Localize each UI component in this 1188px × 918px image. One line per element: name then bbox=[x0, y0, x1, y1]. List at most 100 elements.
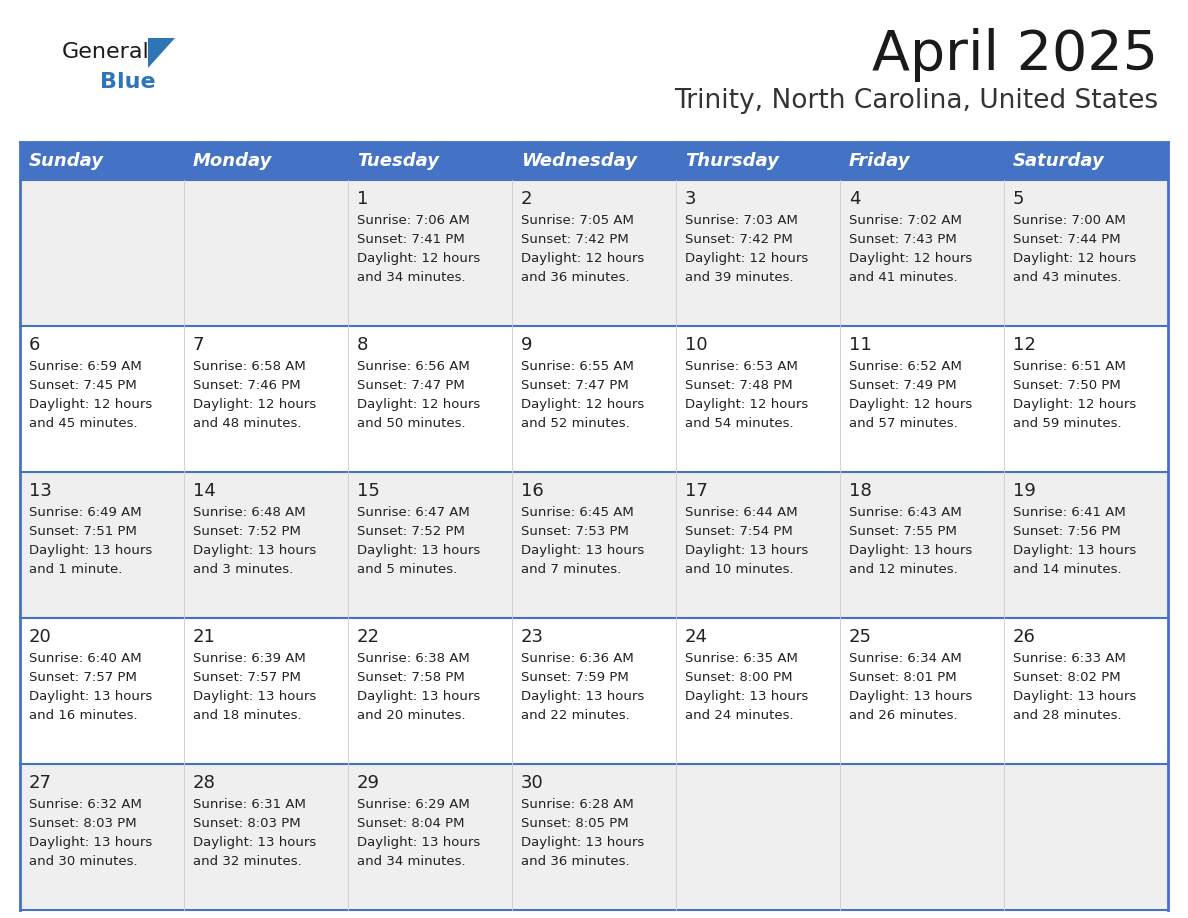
Text: Sunrise: 7:06 AM: Sunrise: 7:06 AM bbox=[358, 214, 469, 227]
Text: and 34 minutes.: and 34 minutes. bbox=[358, 271, 466, 284]
Text: Daylight: 13 hours: Daylight: 13 hours bbox=[685, 690, 808, 703]
Bar bbox=[1004, 618, 1168, 764]
Text: and 26 minutes.: and 26 minutes. bbox=[849, 709, 958, 722]
Text: Sunset: 7:43 PM: Sunset: 7:43 PM bbox=[849, 233, 956, 246]
Text: Sunrise: 6:28 AM: Sunrise: 6:28 AM bbox=[522, 798, 633, 811]
Text: General: General bbox=[62, 42, 150, 62]
Text: and 50 minutes.: and 50 minutes. bbox=[358, 417, 466, 430]
Bar bbox=[348, 180, 512, 326]
Text: 17: 17 bbox=[685, 482, 708, 500]
Bar bbox=[184, 764, 348, 910]
Bar bbox=[840, 142, 1004, 180]
Text: Sunrise: 7:05 AM: Sunrise: 7:05 AM bbox=[522, 214, 634, 227]
Text: 18: 18 bbox=[849, 482, 872, 500]
Text: Sunset: 8:02 PM: Sunset: 8:02 PM bbox=[1013, 671, 1120, 684]
Text: Sunrise: 6:47 AM: Sunrise: 6:47 AM bbox=[358, 506, 469, 519]
Bar bbox=[348, 472, 512, 618]
Text: Sunset: 7:53 PM: Sunset: 7:53 PM bbox=[522, 525, 628, 538]
Text: Sunrise: 6:56 AM: Sunrise: 6:56 AM bbox=[358, 360, 469, 373]
Bar bbox=[1004, 180, 1168, 326]
Text: Daylight: 12 hours: Daylight: 12 hours bbox=[29, 398, 152, 411]
Bar bbox=[676, 180, 840, 326]
Bar bbox=[676, 472, 840, 618]
Text: and 24 minutes.: and 24 minutes. bbox=[685, 709, 794, 722]
Text: 24: 24 bbox=[685, 628, 708, 646]
Text: Sunrise: 6:31 AM: Sunrise: 6:31 AM bbox=[192, 798, 305, 811]
Bar bbox=[348, 326, 512, 472]
Text: Sunset: 7:42 PM: Sunset: 7:42 PM bbox=[522, 233, 628, 246]
Bar bbox=[840, 764, 1004, 910]
Text: Friday: Friday bbox=[849, 152, 910, 170]
Text: Daylight: 12 hours: Daylight: 12 hours bbox=[522, 398, 644, 411]
Bar bbox=[184, 180, 348, 326]
Text: Monday: Monday bbox=[192, 152, 272, 170]
Bar bbox=[20, 180, 184, 326]
Bar bbox=[512, 180, 676, 326]
Text: 6: 6 bbox=[29, 336, 40, 354]
Text: Saturday: Saturday bbox=[1013, 152, 1105, 170]
Text: Daylight: 12 hours: Daylight: 12 hours bbox=[1013, 252, 1136, 265]
Text: 15: 15 bbox=[358, 482, 380, 500]
Text: Sunset: 7:47 PM: Sunset: 7:47 PM bbox=[358, 379, 465, 392]
Text: Sunset: 7:50 PM: Sunset: 7:50 PM bbox=[1013, 379, 1120, 392]
Text: Daylight: 12 hours: Daylight: 12 hours bbox=[358, 252, 480, 265]
Text: 27: 27 bbox=[29, 774, 52, 792]
Text: Sunset: 8:00 PM: Sunset: 8:00 PM bbox=[685, 671, 792, 684]
Text: Sunrise: 6:59 AM: Sunrise: 6:59 AM bbox=[29, 360, 141, 373]
Text: and 20 minutes.: and 20 minutes. bbox=[358, 709, 466, 722]
Text: Trinity, North Carolina, United States: Trinity, North Carolina, United States bbox=[674, 88, 1158, 114]
Text: 2: 2 bbox=[522, 190, 532, 208]
Text: and 7 minutes.: and 7 minutes. bbox=[522, 563, 621, 576]
Text: Sunrise: 6:33 AM: Sunrise: 6:33 AM bbox=[1013, 652, 1126, 665]
Bar bbox=[1004, 764, 1168, 910]
Text: and 43 minutes.: and 43 minutes. bbox=[1013, 271, 1121, 284]
Text: Sunset: 7:45 PM: Sunset: 7:45 PM bbox=[29, 379, 137, 392]
Bar bbox=[676, 326, 840, 472]
Text: Sunrise: 6:51 AM: Sunrise: 6:51 AM bbox=[1013, 360, 1126, 373]
Bar bbox=[676, 142, 840, 180]
Text: Sunset: 8:01 PM: Sunset: 8:01 PM bbox=[849, 671, 956, 684]
Text: Sunset: 7:54 PM: Sunset: 7:54 PM bbox=[685, 525, 792, 538]
Text: April 2025: April 2025 bbox=[872, 28, 1158, 82]
Text: and 54 minutes.: and 54 minutes. bbox=[685, 417, 794, 430]
Text: and 18 minutes.: and 18 minutes. bbox=[192, 709, 302, 722]
Bar bbox=[20, 472, 184, 618]
Text: 8: 8 bbox=[358, 336, 368, 354]
Text: and 36 minutes.: and 36 minutes. bbox=[522, 271, 630, 284]
Text: Daylight: 12 hours: Daylight: 12 hours bbox=[849, 252, 972, 265]
Text: and 12 minutes.: and 12 minutes. bbox=[849, 563, 958, 576]
Bar bbox=[840, 180, 1004, 326]
Text: Sunset: 7:59 PM: Sunset: 7:59 PM bbox=[522, 671, 628, 684]
Text: and 34 minutes.: and 34 minutes. bbox=[358, 855, 466, 868]
Text: Sunrise: 6:43 AM: Sunrise: 6:43 AM bbox=[849, 506, 962, 519]
Text: Sunday: Sunday bbox=[29, 152, 105, 170]
Text: and 57 minutes.: and 57 minutes. bbox=[849, 417, 958, 430]
Bar bbox=[348, 618, 512, 764]
Bar bbox=[512, 142, 676, 180]
Text: 22: 22 bbox=[358, 628, 380, 646]
Text: Daylight: 13 hours: Daylight: 13 hours bbox=[29, 836, 152, 849]
Text: Daylight: 13 hours: Daylight: 13 hours bbox=[192, 690, 316, 703]
Text: Sunrise: 6:49 AM: Sunrise: 6:49 AM bbox=[29, 506, 141, 519]
Bar bbox=[840, 326, 1004, 472]
Text: Sunrise: 7:03 AM: Sunrise: 7:03 AM bbox=[685, 214, 798, 227]
Text: Thursday: Thursday bbox=[685, 152, 779, 170]
Bar bbox=[20, 326, 184, 472]
Text: 3: 3 bbox=[685, 190, 696, 208]
Text: Sunrise: 6:55 AM: Sunrise: 6:55 AM bbox=[522, 360, 634, 373]
Text: Sunrise: 6:53 AM: Sunrise: 6:53 AM bbox=[685, 360, 798, 373]
Text: 13: 13 bbox=[29, 482, 52, 500]
Bar bbox=[512, 472, 676, 618]
Text: 26: 26 bbox=[1013, 628, 1036, 646]
Text: Sunrise: 6:34 AM: Sunrise: 6:34 AM bbox=[849, 652, 962, 665]
Text: and 32 minutes.: and 32 minutes. bbox=[192, 855, 302, 868]
Text: Daylight: 13 hours: Daylight: 13 hours bbox=[522, 544, 644, 557]
Text: Daylight: 13 hours: Daylight: 13 hours bbox=[29, 544, 152, 557]
Bar bbox=[676, 618, 840, 764]
Text: Daylight: 13 hours: Daylight: 13 hours bbox=[522, 690, 644, 703]
Bar bbox=[1004, 472, 1168, 618]
Bar bbox=[512, 764, 676, 910]
Bar bbox=[840, 618, 1004, 764]
Text: 4: 4 bbox=[849, 190, 860, 208]
Text: and 45 minutes.: and 45 minutes. bbox=[29, 417, 138, 430]
